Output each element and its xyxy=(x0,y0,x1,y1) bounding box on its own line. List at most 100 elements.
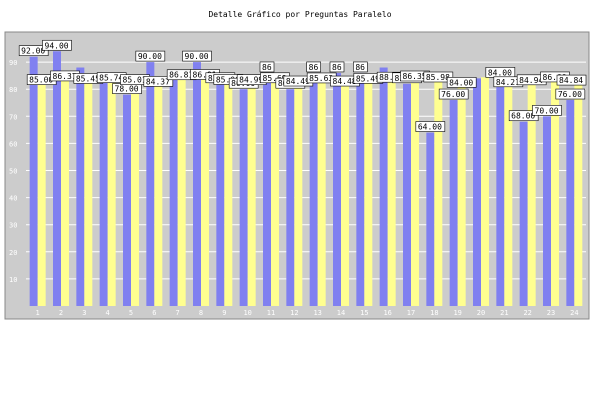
data-label: 84.00 xyxy=(449,78,473,87)
y-tick-label: 40 xyxy=(9,195,17,203)
bar-series-a xyxy=(169,78,178,306)
x-tick-label: 23 xyxy=(547,309,555,317)
data-label: 84.99 xyxy=(239,76,263,85)
data-label: 84.37 xyxy=(146,77,170,86)
data-label: 64.00 xyxy=(418,123,442,132)
data-label: 86 xyxy=(262,63,272,72)
data-label-box xyxy=(135,50,166,62)
data-label: 85.98 xyxy=(426,73,450,82)
y-tick-label: 90 xyxy=(9,59,17,67)
data-label-box xyxy=(415,121,446,132)
x-tick-label: 2 xyxy=(59,309,63,317)
bar-series-a xyxy=(379,67,388,307)
bar-series-b xyxy=(387,73,396,306)
bars-group xyxy=(29,51,583,307)
data-label: 84.21 xyxy=(496,78,520,87)
data-label-box xyxy=(532,105,562,116)
data-label-box xyxy=(18,45,49,56)
data-label-box xyxy=(423,71,454,83)
data-label: 85.45 xyxy=(76,74,100,83)
x-tick-label: 1 xyxy=(36,309,40,317)
bar-series-b xyxy=(271,73,279,307)
data-label-box xyxy=(259,61,275,73)
x-tick-label: 10 xyxy=(243,309,251,317)
data-label: 84.48 xyxy=(333,77,357,86)
bar-series-b xyxy=(294,77,303,306)
data-label: 85.69 xyxy=(263,74,287,83)
y-tick-label: 70 xyxy=(9,113,17,121)
bar-series-a xyxy=(146,62,155,306)
data-label: 86 xyxy=(355,63,365,72)
bar-series-b xyxy=(317,73,326,306)
bar-series-a xyxy=(543,116,551,306)
data-label: 85.00 xyxy=(29,76,53,85)
data-label: 86 xyxy=(309,63,319,72)
x-tick-label: 24 xyxy=(570,309,578,317)
x-tick-label: 8 xyxy=(199,309,203,317)
bar-series-b xyxy=(61,71,69,306)
bar-series-a xyxy=(333,72,341,306)
bar-series-b xyxy=(341,77,349,306)
bar-series-b xyxy=(551,72,559,306)
x-tick-label: 22 xyxy=(523,309,531,317)
x-tick-label: 17 xyxy=(407,309,415,317)
data-label: 70.00 xyxy=(535,106,559,115)
data-label: 86.81 xyxy=(169,71,193,80)
bar-series-b xyxy=(527,75,536,307)
bar-series-a xyxy=(356,72,365,306)
data-label-box xyxy=(446,77,477,88)
bar-series-b xyxy=(37,75,46,307)
x-tick-label: 9 xyxy=(222,309,226,317)
data-label: 86 xyxy=(332,63,342,72)
data-labels-group: 92.00 85.00 94.00 86.37 85.45 85.74 78.0085.01… xyxy=(18,39,587,132)
data-label-box xyxy=(555,88,586,100)
bar-series-b xyxy=(224,75,233,306)
data-label-box xyxy=(508,110,539,122)
data-label: 85.63 xyxy=(309,74,333,83)
grid-lines xyxy=(26,61,586,280)
data-label-box xyxy=(143,76,174,87)
y-tick-label: 50 xyxy=(9,168,17,176)
x-tick-label: 6 xyxy=(152,309,156,317)
bar-series-b xyxy=(84,74,93,306)
bar-series-a xyxy=(193,62,201,306)
bar-series-a xyxy=(53,51,61,307)
x-tick-label: 21 xyxy=(500,309,508,317)
bar-series-a xyxy=(426,132,435,306)
data-label-box xyxy=(306,61,321,73)
data-label: 84.49 xyxy=(286,77,310,86)
data-label: 76.00 xyxy=(441,90,465,99)
data-label: 84.00 xyxy=(488,68,512,77)
bar-series-a xyxy=(239,89,248,306)
x-tick-label: 16 xyxy=(383,309,391,317)
y-ticks-group: 10 20 30 40 50 60 70 80 90 xyxy=(9,59,17,284)
bar-series-b xyxy=(107,73,116,307)
data-label: 94.00 xyxy=(45,41,69,50)
data-label: 90.00 xyxy=(185,52,209,61)
x-tick-label: 3 xyxy=(82,309,86,317)
bar-series-b xyxy=(411,71,419,306)
data-label-box xyxy=(182,50,212,62)
chart-title: Detalle Gráfico por Preguntas Paralelo xyxy=(208,10,392,19)
data-label: 85.49 xyxy=(356,74,380,83)
bar-series-a xyxy=(286,89,295,306)
bar-series-b xyxy=(201,70,209,306)
x-ticks-group: 1 2 3 4 5 6 7 8 9 10 11 12 13 14 15 16 17 18 19 20 21 22 23 24 xyxy=(36,309,579,317)
bar-series-b xyxy=(434,72,443,306)
data-label: 86.37 xyxy=(53,72,77,81)
data-label: 76.00 xyxy=(558,90,582,99)
data-label-box xyxy=(438,88,469,100)
data-label-box xyxy=(329,61,345,73)
data-label: 84.84 xyxy=(559,76,583,85)
x-tick-label: 18 xyxy=(430,309,438,317)
data-label: 92.00 xyxy=(21,47,45,56)
x-tick-label: 14 xyxy=(337,309,345,317)
x-tick-label: 5 xyxy=(129,309,133,317)
data-label-box xyxy=(353,61,368,73)
y-tick-label: 30 xyxy=(9,222,17,230)
bar-series-b xyxy=(247,75,256,307)
data-label: 86.35 xyxy=(403,72,427,81)
bar-series-a xyxy=(99,72,108,306)
x-tick-label: 7 xyxy=(176,309,180,317)
